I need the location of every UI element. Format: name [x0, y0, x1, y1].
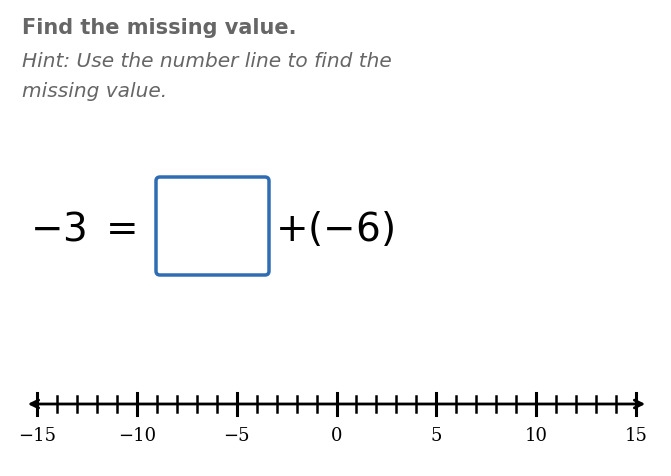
- Text: Hint: Use the number line to find the: Hint: Use the number line to find the: [22, 52, 392, 71]
- Text: $+(-6)$: $+(-6)$: [275, 210, 394, 249]
- Text: −15: −15: [18, 426, 56, 444]
- Text: 15: 15: [625, 426, 648, 444]
- Text: missing value.: missing value.: [22, 82, 167, 101]
- Text: 5: 5: [431, 426, 442, 444]
- Text: 10: 10: [525, 426, 548, 444]
- FancyBboxPatch shape: [156, 178, 269, 276]
- Text: −5: −5: [223, 426, 250, 444]
- Text: $-3\;=$: $-3\;=$: [30, 211, 136, 248]
- Text: 0: 0: [331, 426, 342, 444]
- Text: Find the missing value.: Find the missing value.: [22, 18, 297, 38]
- Text: −10: −10: [118, 426, 156, 444]
